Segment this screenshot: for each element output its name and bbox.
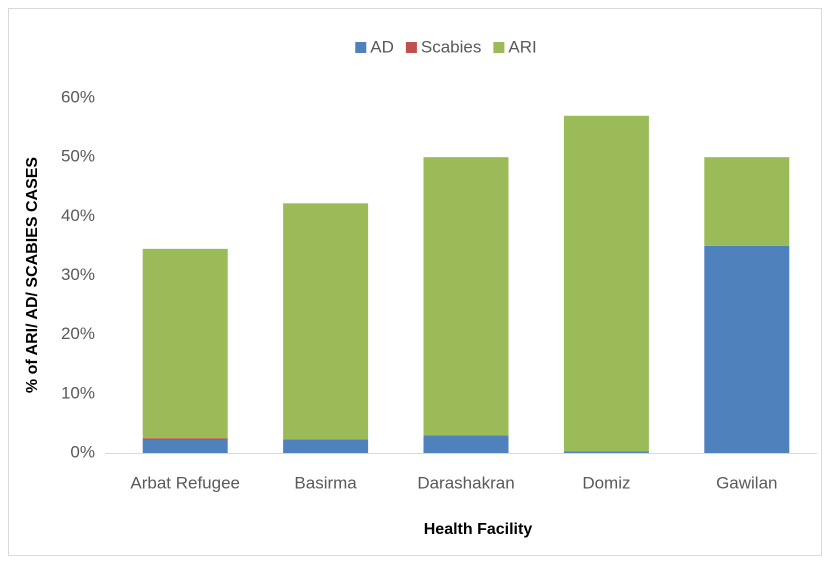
x-tick-label: Gawilan	[716, 473, 777, 492]
bar-segment	[283, 439, 369, 453]
y-tick-label: 50%	[61, 147, 95, 166]
bar-segment	[704, 245, 790, 453]
bar-segment	[142, 438, 228, 440]
bar-segment	[423, 157, 509, 436]
bar-segment	[423, 435, 509, 453]
x-tick-label: Basirma	[294, 473, 357, 492]
legend-swatch	[355, 42, 367, 53]
y-tick-label: 30%	[61, 265, 95, 284]
legend-swatch	[493, 42, 505, 53]
bar-segment	[142, 248, 228, 439]
y-tick-label: 40%	[61, 206, 95, 225]
bar-segment	[283, 203, 369, 440]
x-tick-label: Domiz	[582, 473, 630, 492]
bar-segment	[704, 157, 790, 246]
x-axis-title: Health Facility	[424, 521, 533, 538]
x-tick-label: Arbat Refugee	[130, 473, 240, 492]
legend-swatch	[405, 42, 417, 53]
y-tick-label: 0%	[70, 442, 95, 461]
y-tick-label: 60%	[61, 87, 95, 106]
bar-segment	[563, 451, 649, 453]
legend-label: ARI	[508, 37, 536, 56]
bar-segment	[563, 115, 649, 452]
y-tick-label: 10%	[61, 383, 95, 402]
legend-label: AD	[370, 37, 394, 56]
y-tick-label: 20%	[61, 324, 95, 343]
legend-label: Scabies	[421, 37, 481, 56]
y-axis-title: % of ARI/ AD/ SCABIES CASES	[24, 157, 41, 394]
x-tick-label: Darashakran	[417, 473, 514, 492]
bar-segment	[142, 439, 228, 453]
